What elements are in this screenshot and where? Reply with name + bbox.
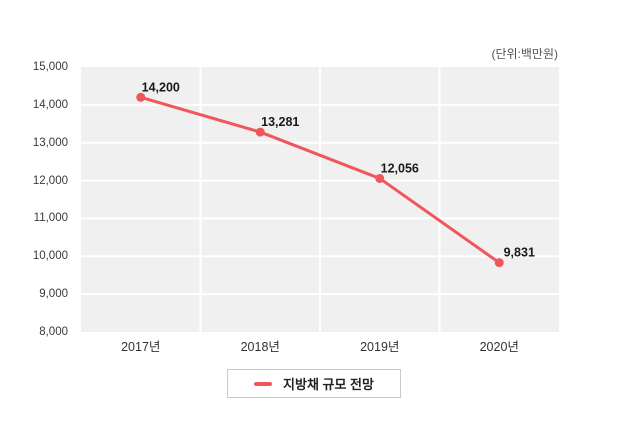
- data-point: [136, 92, 146, 102]
- y-tick-label: 9,000: [39, 288, 68, 301]
- data-point-label: 9,831: [504, 246, 535, 260]
- data-point: [375, 173, 385, 183]
- data-point-label: 14,200: [142, 80, 180, 94]
- plot-area: 14,200 13,281 12,056 9,831: [81, 67, 559, 332]
- y-tick-label: 14,000: [32, 98, 68, 111]
- x-tick-label: 2019년: [360, 340, 400, 354]
- unit-label: (단위:백만원): [491, 47, 558, 61]
- legend-label: 지방채 규모 전망: [283, 377, 374, 392]
- x-tick-label: 2020년: [479, 340, 519, 354]
- data-point-label: 13,281: [261, 115, 299, 129]
- data-point-label: 12,056: [381, 161, 419, 175]
- y-tick-label: 12,000: [32, 174, 68, 187]
- y-tick-label: 11,000: [33, 212, 68, 225]
- y-tick-label: 15,000: [32, 61, 68, 73]
- legend: 지방채 규모 전망: [227, 369, 401, 398]
- data-point: [494, 258, 504, 268]
- legend-line-swatch-icon: [254, 381, 273, 386]
- data-point: [255, 127, 265, 137]
- line-chart: 14,200 13,281 12,056 9,831: [81, 67, 559, 332]
- y-tick-label: 10,000: [32, 250, 68, 263]
- y-tick-label: 8,000: [39, 326, 68, 338]
- y-tick-label: 13,000: [32, 136, 68, 149]
- x-tick-label: 2018년: [240, 340, 280, 354]
- series-line: [139, 95, 501, 265]
- x-tick-label: 2017년: [121, 340, 161, 354]
